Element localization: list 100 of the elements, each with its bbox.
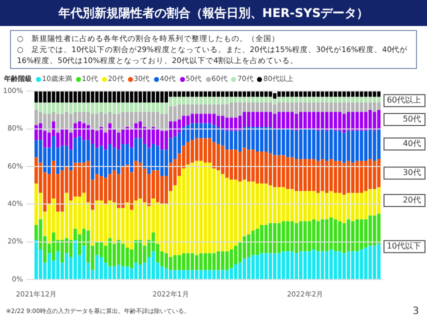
bar: [190, 140, 194, 163]
bar: [34, 102, 38, 110]
bar: [116, 102, 120, 114]
bar: [268, 112, 272, 127]
bar: [216, 144, 220, 170]
bar: [69, 102, 73, 114]
bar: [194, 104, 198, 114]
bar: [199, 104, 203, 114]
bar: [186, 116, 190, 126]
bar: [69, 114, 73, 133]
bar: [230, 180, 234, 250]
bar: [56, 114, 60, 133]
bar: [216, 91, 220, 97]
bar: [95, 102, 99, 114]
bar: [303, 102, 307, 112]
bar: [308, 221, 312, 252]
bar: [216, 104, 220, 116]
bar: [316, 251, 320, 280]
bar: [156, 102, 160, 112]
bar: [346, 102, 350, 112]
bar: [108, 174, 112, 200]
bar: [329, 112, 333, 129]
bar: [268, 223, 272, 254]
bar: [69, 240, 73, 257]
bar: [134, 91, 138, 103]
bar: [64, 102, 68, 112]
bar: [282, 251, 286, 280]
bar: [242, 126, 246, 148]
bar: [208, 162, 212, 254]
bar: [204, 96, 208, 104]
bar: [178, 104, 182, 120]
bar: [268, 253, 272, 280]
bar: [329, 128, 333, 160]
bar: [372, 102, 376, 112]
bar: [282, 102, 286, 112]
text: 60代以上: [386, 96, 421, 105]
bar: [182, 104, 186, 116]
bar: [178, 91, 182, 97]
text: 30代: [402, 168, 421, 178]
bar: [208, 96, 212, 104]
bar: [230, 249, 234, 268]
bar: [178, 255, 182, 270]
bar: [303, 221, 307, 252]
bar: [121, 102, 125, 112]
bar: [108, 91, 112, 103]
bar: [329, 96, 333, 103]
bar: [377, 91, 381, 97]
bar: [130, 91, 134, 103]
bar: [355, 96, 359, 103]
bar: [194, 270, 198, 280]
bar: [121, 266, 125, 280]
bar: [34, 91, 38, 103]
bar: [294, 96, 298, 103]
bar: [121, 166, 125, 208]
bar: [294, 223, 298, 254]
bar: [377, 110, 381, 129]
bar: [142, 91, 146, 103]
bar: [316, 160, 320, 193]
text: 50代: [402, 114, 421, 124]
text: 10代以下: [386, 242, 421, 251]
bar: [329, 102, 333, 112]
bar: [108, 266, 112, 280]
bar: [268, 126, 272, 154]
bar: [208, 104, 212, 114]
bar: [316, 102, 320, 112]
bar: [208, 114, 212, 124]
bar: [329, 91, 333, 97]
bar: [316, 130, 320, 161]
bar: [178, 119, 182, 133]
bar: [156, 112, 160, 129]
bar: [264, 184, 268, 225]
bar: [368, 102, 372, 110]
bar: [38, 102, 42, 112]
bar: [355, 102, 359, 112]
bar: [256, 112, 260, 127]
bar: [168, 256, 172, 270]
bar: [303, 159, 307, 192]
bar: [294, 191, 298, 224]
bar: [303, 191, 307, 222]
bar: [303, 112, 307, 129]
bar: [34, 240, 38, 280]
bar: [116, 132, 120, 150]
bar: [216, 270, 220, 280]
bar: [142, 112, 146, 127]
bar: [190, 162, 194, 254]
bar: [377, 187, 381, 214]
bar: [355, 130, 359, 161]
bar: [242, 91, 246, 97]
bar: [355, 91, 359, 97]
bar: [364, 112, 368, 131]
bar: [277, 128, 281, 156]
bar: [90, 114, 94, 129]
bar: [242, 258, 246, 280]
bar: [204, 138, 208, 163]
bar: [242, 236, 246, 259]
bar: [230, 150, 234, 180]
bar: [268, 96, 272, 103]
bar: [303, 96, 307, 103]
bar: [82, 123, 86, 140]
bar: [104, 204, 108, 246]
